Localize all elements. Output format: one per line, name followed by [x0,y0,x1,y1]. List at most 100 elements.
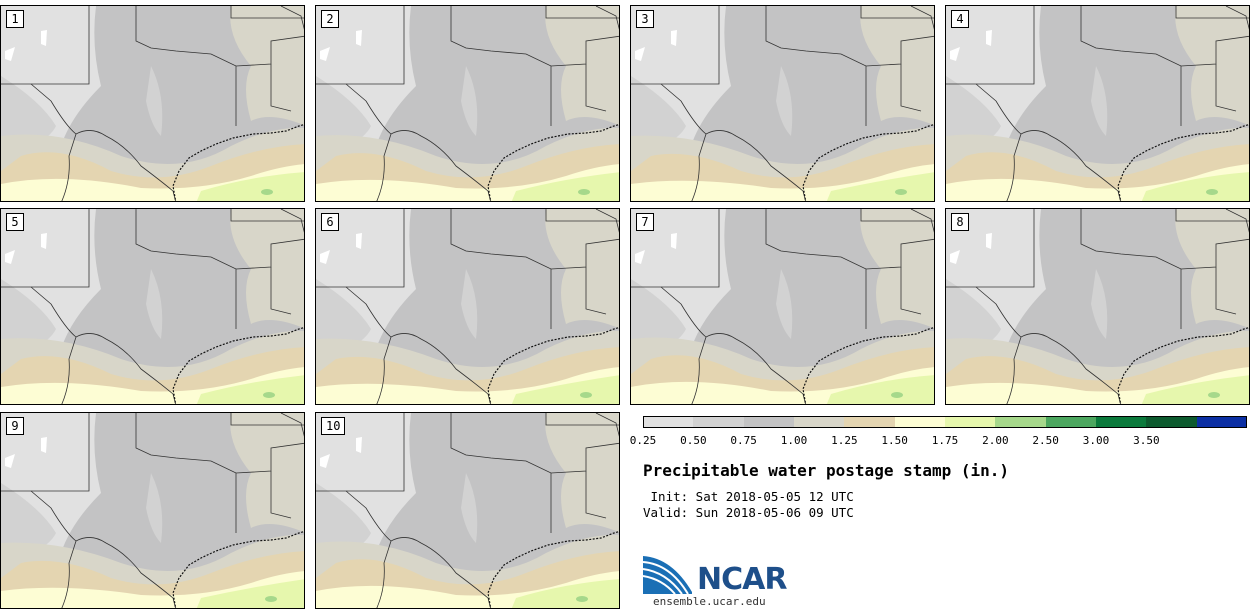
pw-field-plains [146,66,163,136]
state-boundary [585,267,607,315]
gulf-coastline [1117,123,1249,201]
valid-time: Valid: Sun 2018-05-06 09 UTC [643,505,854,520]
stamp-panel-7: 7 [630,208,935,405]
pw-field-plains [776,269,793,339]
colorbar-segment [1196,416,1248,428]
stamp-panel-2: 2 [315,5,620,202]
pw-field-east [1175,6,1249,126]
colorbar-tick-label: 1.25 [831,434,858,447]
state-boundary [316,413,405,492]
gulf-coastline [487,123,619,201]
state-boundary [595,6,619,30]
colorbar-segment [1096,416,1147,428]
state-boundary [345,83,491,201]
state-boundary [61,540,77,608]
logo-text: NCAR [697,562,787,597]
panel-label: 4 [951,10,969,28]
state-boundary [450,209,619,270]
state-boundary [631,6,720,85]
colorbar-segment [1146,416,1198,428]
state-boundary [1,209,90,288]
gulf-coastline [802,123,934,201]
state-boundary [585,64,607,112]
state-boundary [660,83,806,201]
state-boundary [1175,209,1249,222]
state-boundary [910,6,934,30]
panel-label: 6 [321,213,339,231]
state-boundary [450,6,619,67]
state-boundary [1,6,90,85]
state-boundary [545,209,619,222]
pw-field-green-band [826,375,934,404]
state-boundary [270,267,292,315]
missing-data-patch [671,30,677,46]
state-boundary [765,6,934,67]
state-boundary [230,413,304,426]
colorbar-tick-label: 0.25 [629,434,657,447]
missing-data-patch [950,47,960,61]
state-boundary [30,490,176,608]
stamp-panel-9: 9 [0,412,305,609]
panel-label: 3 [636,10,654,28]
colorbar-tick-label: 2.00 [982,434,1009,447]
missing-data-patch [5,47,15,61]
missing-data-patch [356,30,362,46]
state-boundary [135,413,304,474]
colorbar-segment [844,416,896,428]
missing-data-patch [950,250,960,264]
missing-data-patch [5,250,15,264]
pw-field-plains [1091,66,1108,136]
colorbar-segment [794,416,845,428]
stamp-panel-6: 6 [315,208,620,405]
pw-field-green-spot [578,189,590,195]
plot-title: Precipitable water postage stamp (in.) [643,461,1010,480]
pw-field-plains [1091,269,1108,339]
state-boundary [230,6,304,19]
state-boundary [1215,267,1237,315]
state-boundary [1225,209,1249,233]
pw-field-green-spot [580,392,592,398]
gulf-coastline [802,326,934,404]
logo-url: ensemble.ucar.edu [653,595,766,608]
pw-field-east [545,413,619,533]
colorbar-tick-label: 3.50 [1133,434,1160,447]
state-boundary [1215,64,1237,112]
missing-data-patch [356,437,362,453]
colorbar-tick-label: 0.75 [730,434,757,447]
missing-data-patch [5,454,15,468]
pw-field-green-band [511,579,619,608]
state-boundary [280,209,304,233]
colorbar-segment [693,416,745,428]
pw-field-green-spot [265,596,277,602]
state-boundary [900,267,922,315]
stamp-panel-1: 1 [0,5,305,202]
colorbar-tick-label: 0.50 [680,434,707,447]
missing-data-patch [671,233,677,249]
gulf-coastline [1117,326,1249,404]
state-boundary [30,286,176,404]
state-boundary [860,209,934,222]
state-boundary [376,336,392,404]
missing-data-patch [41,233,47,249]
gulf-coastline [487,530,619,608]
state-boundary [585,471,607,519]
colorbar-segment [995,416,1047,428]
state-boundary [270,64,292,112]
gulf-coastline [172,530,304,608]
pw-field-green-spot [891,392,903,398]
state-boundary [595,413,619,437]
missing-data-patch [41,437,47,453]
state-boundary [975,286,1121,404]
time-info: Init: Sat 2018-05-05 12 UTC Valid: Sun 20… [643,489,854,521]
state-boundary [345,286,491,404]
pw-field-east [230,413,304,533]
pw-field-green-band [196,579,304,608]
missing-data-patch [635,47,645,61]
ncar-logo-icon [642,556,692,595]
gulf-coastline [487,326,619,404]
missing-data-patch [356,233,362,249]
missing-data-patch [986,233,992,249]
state-boundary [376,133,392,201]
missing-data-patch [635,250,645,264]
pw-field-green-band [1141,172,1249,201]
